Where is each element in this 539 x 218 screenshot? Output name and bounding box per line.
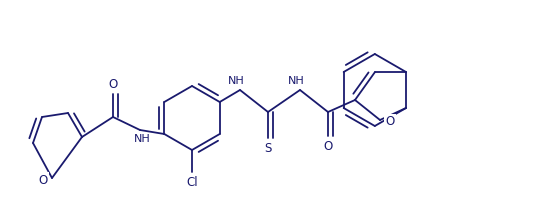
Text: O: O bbox=[385, 116, 395, 128]
Text: NH: NH bbox=[134, 134, 150, 144]
Text: NH: NH bbox=[288, 76, 305, 86]
Text: O: O bbox=[38, 174, 47, 187]
Text: Cl: Cl bbox=[186, 175, 198, 189]
Text: S: S bbox=[264, 141, 272, 155]
Text: O: O bbox=[108, 78, 118, 92]
Text: O: O bbox=[323, 140, 333, 153]
Text: NH: NH bbox=[227, 76, 244, 86]
